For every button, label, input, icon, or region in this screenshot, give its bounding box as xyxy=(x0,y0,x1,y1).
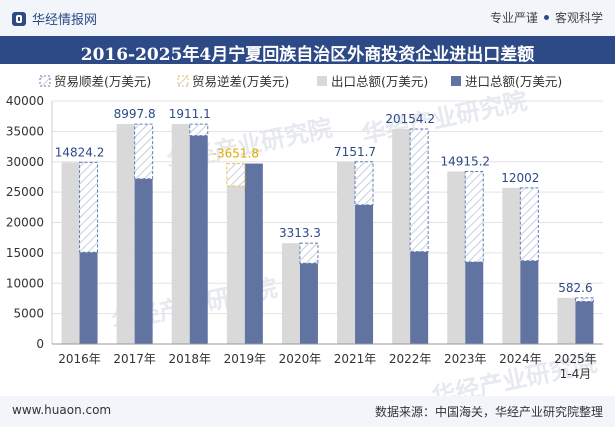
trade-surplus-bar xyxy=(409,128,429,253)
trade-surplus-bar xyxy=(464,170,484,263)
x-tick-label: 2020年 xyxy=(279,352,322,366)
y-tick-label: 25000 xyxy=(6,185,44,199)
x-tick-label: 2017年 xyxy=(113,352,156,366)
import-bar xyxy=(134,178,153,344)
y-tick-label: 30000 xyxy=(6,155,44,169)
x-tick-label: 2023年 xyxy=(444,352,487,366)
y-tick-label: 35000 xyxy=(6,124,44,138)
legend-export-swatch xyxy=(317,76,327,86)
balance-data-label: 14824.2 xyxy=(55,145,105,159)
brand-logo-icon xyxy=(12,12,26,26)
top-bar: 华经情报网 专业严谨 客观科学 xyxy=(0,0,615,36)
x-tick-label: 2018年 xyxy=(168,352,211,366)
legend-label: 出口总额(万美元) xyxy=(331,74,428,89)
trade-surplus-bar xyxy=(354,161,374,206)
balance-data-label: 3313.3 xyxy=(279,226,321,240)
trade-deficit-bar xyxy=(226,163,246,187)
footer-source: 数据来源：中国海关，华经产业研究院整理 xyxy=(374,405,603,419)
balance-data-label: 582.6 xyxy=(558,281,592,295)
import-bar xyxy=(575,301,594,344)
y-tick-label: 20000 xyxy=(6,216,44,230)
balance-data-label: -3651.8 xyxy=(213,147,259,161)
y-tick-label: 10000 xyxy=(6,276,44,290)
x-tick-label: 2019年 xyxy=(224,352,267,366)
import-bar xyxy=(244,163,263,344)
export-bar xyxy=(557,297,576,344)
tagline: 专业严谨 客观科学 xyxy=(490,9,603,26)
export-bar xyxy=(502,187,521,344)
export-bar xyxy=(61,162,80,344)
x-tick-label: 2021年 xyxy=(334,352,377,366)
trade-surplus-bar xyxy=(574,297,594,302)
legend-deficit-swatch xyxy=(177,75,189,87)
y-axis: 0 5000 10000 15000 20000 25000 30000 35000 40000 xyxy=(6,94,53,351)
import-bar xyxy=(299,263,318,344)
tagline-dot-icon xyxy=(543,15,549,20)
x-axis: 2016年 2017年 2018年 2019年 2020年 2021年 2022年 2023年… xyxy=(52,343,603,381)
x-tick-label: 2022年 xyxy=(389,352,432,366)
footer: www.huaon.com 数据来源：中国海关，华经产业研究院整理 xyxy=(0,396,615,427)
export-bar xyxy=(337,161,356,344)
export-bar xyxy=(281,243,300,344)
trade-surplus-bar xyxy=(79,161,99,253)
legend-label: 贸易顺差(万美元) xyxy=(54,74,151,89)
tagline-right: 客观科学 xyxy=(554,11,603,25)
import-bar xyxy=(465,261,484,344)
export-bar xyxy=(171,124,190,345)
trade-surplus-bar xyxy=(299,242,319,264)
y-tick-label: 15000 xyxy=(6,246,44,260)
legend-label: 贸易逆差(万美元) xyxy=(192,74,289,89)
x-tick-label: 2024年 xyxy=(499,352,542,366)
export-bar xyxy=(392,128,411,344)
export-bar xyxy=(447,171,466,344)
legend-import-swatch xyxy=(451,76,461,86)
trade-surplus-bar xyxy=(189,123,209,137)
bar-group: 14824.2 8997.8 1911.1 -3651.8 3313.3 7151.7 20… xyxy=(55,107,594,345)
x-tick-label: 2016年 xyxy=(58,352,101,366)
legend-surplus-swatch xyxy=(39,75,51,87)
balance-data-label: 7151.7 xyxy=(334,145,376,159)
balance-data-label: 12002 xyxy=(501,171,539,185)
y-tick-label: 5000 xyxy=(13,307,44,321)
import-bar xyxy=(79,252,98,344)
export-bar xyxy=(116,124,135,345)
tagline-left: 专业严谨 xyxy=(489,11,538,25)
import-bar xyxy=(410,251,429,344)
import-bar xyxy=(520,260,539,344)
footer-url: www.huaon.com xyxy=(12,403,112,417)
x-tick-label: 2025年 1-4月 xyxy=(554,352,597,381)
brand: 华经情报网 xyxy=(12,9,97,28)
chart-legend: 贸易顺差(万美元) 贸易逆差(万美元) 出口总额(万美元) 进口总额(万美元) xyxy=(39,74,562,89)
trade-surplus-bar xyxy=(134,123,154,180)
legend-label: 进口总额(万美元) xyxy=(465,74,562,89)
y-tick-label: 40000 xyxy=(6,94,44,108)
balance-data-label: 8997.8 xyxy=(114,107,156,121)
balance-data-label: 14915.2 xyxy=(440,154,490,168)
import-bar xyxy=(189,135,208,344)
import-bar xyxy=(355,204,374,344)
title-bar: 2016-2025年4月宁夏回族自治区外商投资企业进出口差额 xyxy=(0,36,615,65)
brand-name: 华经情报网 xyxy=(32,13,98,28)
chart-title: 2016-2025年4月宁夏回族自治区外商投资企业进出口差额 xyxy=(80,45,535,65)
y-tick-label: 0 xyxy=(36,337,44,351)
balance-data-label: 1911.1 xyxy=(169,107,211,121)
balance-data-label: 20154.2 xyxy=(385,112,435,126)
export-bar xyxy=(226,186,245,344)
trade-surplus-bar xyxy=(519,187,539,262)
